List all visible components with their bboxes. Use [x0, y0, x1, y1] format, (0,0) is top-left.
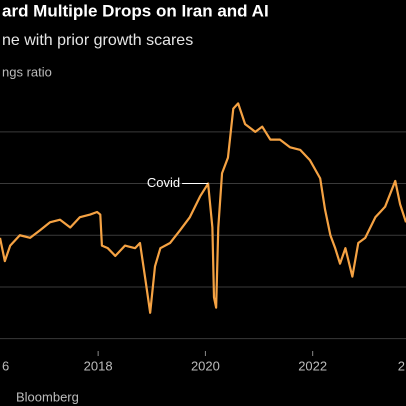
x-tick-label: 2020: [191, 358, 220, 373]
plot-area: 6 2018 2020 2022 2 Covid: [0, 102, 406, 373]
source: Bloomberg: [16, 389, 79, 404]
x-tick-label: 6: [2, 358, 9, 373]
x-tick-label: 2018: [84, 358, 113, 373]
y-axis-label: ngs ratio: [2, 64, 52, 79]
chart-title: ard Multiple Drops on Iran and AI: [2, 1, 269, 20]
x-tick-label: 2: [398, 358, 405, 373]
data-line: [0, 102, 406, 314]
annotation: Covid: [147, 175, 180, 190]
chart-subtitle: ne with prior growth scares: [2, 32, 193, 49]
x-tick-label: 2022: [298, 358, 327, 373]
